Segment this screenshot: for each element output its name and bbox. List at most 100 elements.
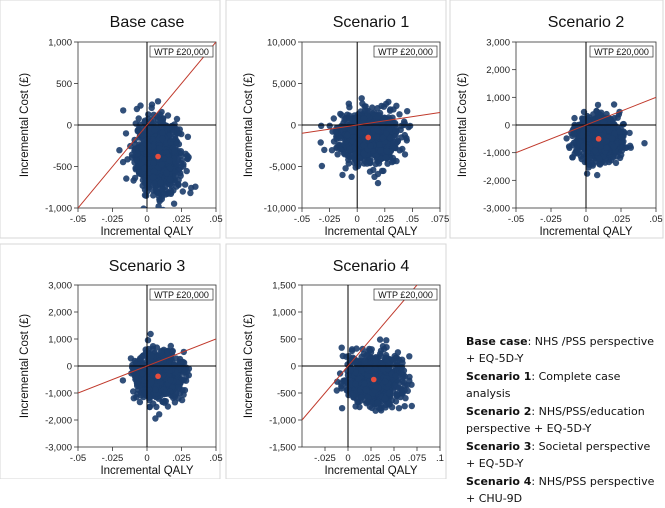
- scatter-point: [597, 126, 603, 132]
- scatter-point: [159, 136, 165, 142]
- scatter-point: [383, 154, 389, 160]
- scatter-point: [136, 169, 142, 175]
- scatter-point: [571, 131, 577, 137]
- scatter-point: [590, 162, 596, 168]
- y-tick-label: -2,000: [483, 176, 510, 187]
- y-tick-label: 1,000: [486, 93, 510, 104]
- scatter-point: [132, 373, 138, 379]
- scatter-point: [584, 145, 590, 151]
- wtp-label: WTP £20,000: [594, 47, 649, 57]
- wtp-label: WTP £20,000: [154, 47, 209, 57]
- scatter-point: [148, 118, 154, 124]
- scatter-point: [594, 172, 600, 178]
- scatter-point: [153, 186, 159, 192]
- scatter-point: [364, 160, 370, 166]
- scatter-point: [337, 146, 343, 152]
- scatter-point: [171, 362, 177, 368]
- scatter-point: [165, 112, 171, 118]
- scatter-point: [164, 170, 170, 176]
- chart-title: Scenario 1: [333, 14, 410, 31]
- scatter-point: [173, 355, 179, 361]
- scatter-point: [641, 140, 647, 146]
- scatter-point: [359, 100, 365, 106]
- scatter-point: [123, 175, 129, 181]
- scatter-point: [393, 103, 399, 109]
- y-tick-label: -2,000: [45, 416, 72, 427]
- y-tick-label: 0: [67, 362, 72, 373]
- scatter-point: [349, 128, 355, 134]
- scatter-point: [124, 156, 130, 162]
- y-tick-label: -1,000: [45, 204, 72, 215]
- scatter-point: [148, 353, 154, 359]
- scatter-point: [318, 139, 324, 145]
- x-tick-label: -.025: [102, 453, 124, 464]
- scatter-point: [584, 170, 590, 176]
- scatter-point: [377, 148, 383, 154]
- scatter-point: [339, 172, 345, 178]
- scatter-point: [345, 157, 351, 163]
- scatter-point: [379, 168, 385, 174]
- x-tick-label: -.05: [70, 453, 86, 464]
- scatter-point: [327, 123, 333, 129]
- scatter-point: [596, 156, 602, 162]
- scatter-point: [598, 110, 604, 116]
- scatter-point: [147, 404, 153, 410]
- scatter-point: [578, 153, 584, 159]
- scatter-point: [407, 123, 413, 129]
- scatter-point: [134, 151, 140, 157]
- scatter-point: [149, 105, 155, 111]
- scatter-point: [120, 377, 126, 383]
- scatter-point: [396, 111, 402, 117]
- scatter-point: [399, 360, 405, 366]
- scatter-point: [157, 118, 163, 124]
- scatter-point: [151, 168, 157, 174]
- scatter-point: [387, 135, 393, 141]
- scatter-point: [184, 152, 190, 158]
- scatter-point: [159, 130, 165, 136]
- scatter-point: [152, 415, 158, 421]
- scatter-point: [348, 174, 354, 180]
- scatter-point: [409, 403, 415, 409]
- scatter-point: [160, 399, 166, 405]
- y-tick-label: -3,000: [45, 443, 72, 454]
- scatter-point: [398, 123, 404, 129]
- scatter-point: [319, 163, 325, 169]
- scatter-point: [402, 151, 408, 157]
- scatter-point: [387, 120, 393, 126]
- scatter-point: [375, 113, 381, 119]
- x-tick-label: -.05: [508, 214, 524, 225]
- y-tick-label: 0: [291, 121, 296, 132]
- scatter-point: [361, 142, 367, 148]
- x-tick-label: .025: [172, 453, 191, 464]
- scatter-point: [167, 377, 173, 383]
- scatter-point: [609, 135, 615, 141]
- chart-title: Scenario 2: [548, 14, 625, 31]
- scatter-point: [390, 158, 396, 164]
- scatter-point: [158, 180, 164, 186]
- x-tick-label: .025: [376, 214, 395, 225]
- scatter-point: [402, 403, 408, 409]
- y-tick-label: 1,000: [48, 335, 72, 346]
- scatter-point: [152, 387, 158, 393]
- scatter-point: [120, 107, 126, 113]
- scatter-point: [353, 157, 359, 163]
- scatter-point: [133, 157, 139, 163]
- y-tick-label: 10,000: [267, 38, 296, 49]
- scatter-point: [175, 384, 181, 390]
- scatter-point: [367, 143, 373, 149]
- scatter-point: [169, 349, 175, 355]
- x-tick-label: -.025: [540, 214, 562, 225]
- scatter-point: [321, 147, 327, 153]
- y-tick-label: -500: [53, 162, 72, 173]
- scatter-point: [168, 191, 174, 197]
- y-tick-label: 5,000: [272, 79, 296, 90]
- scatter-point: [318, 123, 324, 129]
- scatter-point: [385, 99, 391, 105]
- x-axis-label: Incremental QALY: [539, 226, 632, 238]
- y-tick-label: -1,000: [45, 389, 72, 400]
- x-tick-label: 0: [144, 453, 149, 464]
- mean-point: [155, 154, 161, 160]
